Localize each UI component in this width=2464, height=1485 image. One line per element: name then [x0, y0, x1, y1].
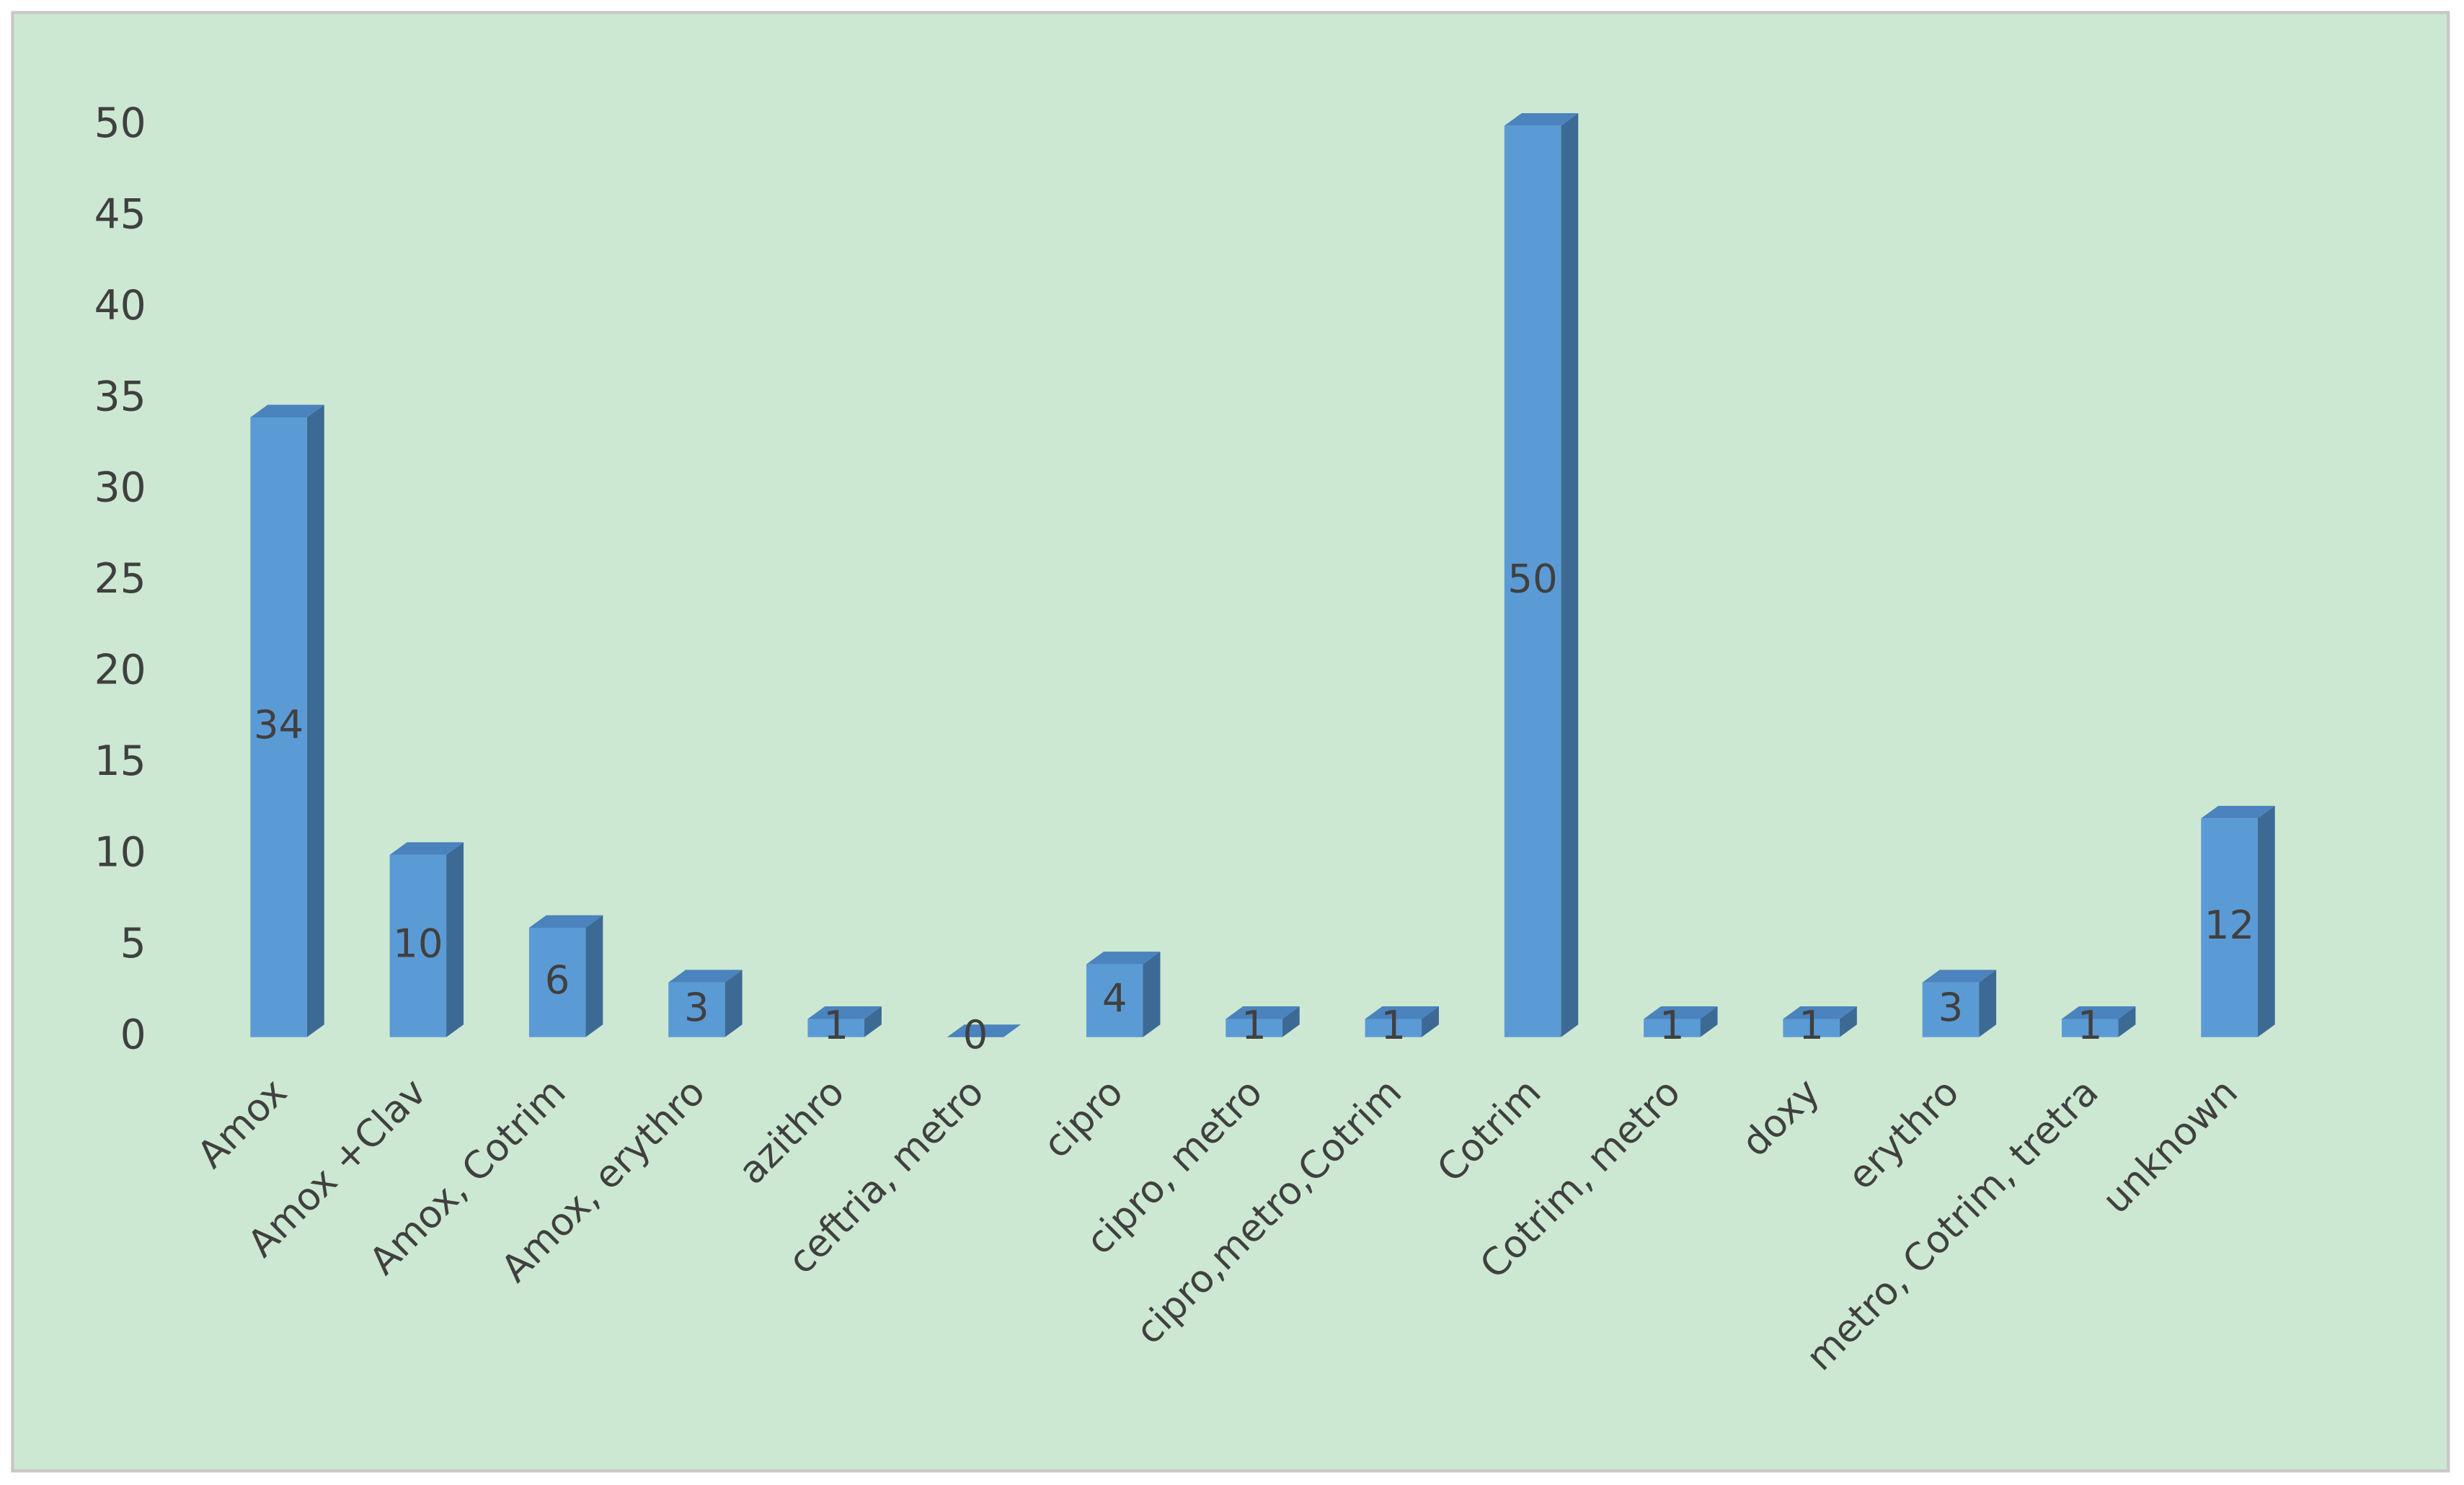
- bar-front: [389, 854, 447, 1037]
- bar: [389, 842, 464, 1037]
- bar-side: [1979, 970, 1997, 1037]
- bar-top: [807, 1006, 882, 1019]
- bar-top: [1922, 970, 1997, 983]
- bar-front: [2061, 1019, 2119, 1037]
- data-label: 34: [254, 701, 303, 748]
- bar-top: [1504, 112, 1579, 126]
- bar: [807, 1006, 882, 1037]
- data-label: 12: [2204, 902, 2254, 948]
- bar-top: [1226, 1006, 1300, 1019]
- bar-side: [1282, 1006, 1300, 1037]
- data-label: 1: [1241, 1002, 1267, 1048]
- bar: [668, 970, 743, 1037]
- bar: [1783, 1006, 1857, 1037]
- y-tick-label: 35: [94, 373, 146, 420]
- bar-top: [2061, 1006, 2136, 1019]
- bar: [1226, 1006, 1300, 1037]
- data-label: 3: [684, 984, 709, 1030]
- bar: [2201, 805, 2275, 1037]
- data-label: 3: [1938, 984, 1964, 1030]
- bar: [528, 915, 603, 1037]
- bar-top: [1365, 1006, 1440, 1019]
- bar-front: [1783, 1019, 1840, 1037]
- bar: [1086, 952, 1161, 1037]
- bar-front: [1504, 125, 1561, 1037]
- bar-side: [1422, 1006, 1440, 1037]
- bar-front: [528, 928, 586, 1037]
- bar-top: [1644, 1006, 1718, 1019]
- bar-top: [947, 1024, 1022, 1037]
- bar-front: [1644, 1019, 1701, 1037]
- y-tick-label: 20: [94, 647, 146, 694]
- bar-front: [1922, 982, 1980, 1037]
- bar-side: [864, 1006, 882, 1037]
- y-tick-label: 40: [94, 282, 146, 329]
- bar-side: [1143, 952, 1161, 1037]
- y-tick-label: 0: [120, 1011, 146, 1058]
- bar-side: [585, 915, 603, 1037]
- data-label: 1: [1381, 1002, 1406, 1048]
- bar: [1644, 1006, 1718, 1037]
- data-label: 4: [1102, 975, 1127, 1021]
- bar: [947, 1024, 1022, 1037]
- data-label: 1: [823, 1002, 848, 1048]
- bar-top: [250, 404, 324, 417]
- bar-front: [1086, 964, 1143, 1037]
- bar-front: [250, 417, 307, 1037]
- bar-top: [1783, 1006, 1857, 1019]
- bar-side: [1561, 112, 1579, 1037]
- bar: [1365, 1006, 1440, 1037]
- bar-front: [2201, 818, 2258, 1037]
- y-tick-label: 10: [94, 828, 146, 876]
- bar-side: [724, 970, 743, 1037]
- y-tick-label: 50: [94, 99, 146, 147]
- bar-side: [1700, 1006, 1718, 1037]
- data-label: 1: [1799, 1002, 1824, 1048]
- y-tick-label: 25: [94, 555, 146, 603]
- data-label: 50: [1507, 556, 1557, 602]
- data-label: 1: [2078, 1002, 2103, 1048]
- bar-side: [2257, 805, 2275, 1037]
- bar-top: [528, 915, 603, 928]
- bar: [1922, 970, 1997, 1037]
- chart-background: [11, 11, 2450, 1473]
- bar-front: [1226, 1019, 1282, 1037]
- bar-side: [1839, 1006, 1857, 1037]
- data-label: 0: [963, 1011, 988, 1058]
- data-label: 6: [545, 957, 570, 1003]
- bar: [2061, 1006, 2136, 1037]
- bar-side: [2118, 1006, 2136, 1037]
- bar-front: [668, 982, 725, 1037]
- bar-top: [2201, 805, 2275, 819]
- y-tick-label: 15: [94, 737, 146, 785]
- bar-front: [807, 1019, 864, 1037]
- data-label: 1: [1659, 1002, 1685, 1048]
- y-tick-label: 30: [94, 464, 146, 512]
- y-tick-label: 45: [94, 190, 146, 238]
- bar-top: [668, 970, 743, 983]
- bar-front: [1365, 1019, 1422, 1037]
- bar: [1504, 112, 1579, 1037]
- bar: [250, 404, 324, 1037]
- bar-top: [1086, 952, 1161, 965]
- bar-side: [306, 404, 324, 1037]
- bar-top: [389, 842, 464, 855]
- data-label: 10: [393, 920, 443, 966]
- bar-side: [446, 842, 464, 1037]
- y-tick-label: 5: [120, 920, 146, 967]
